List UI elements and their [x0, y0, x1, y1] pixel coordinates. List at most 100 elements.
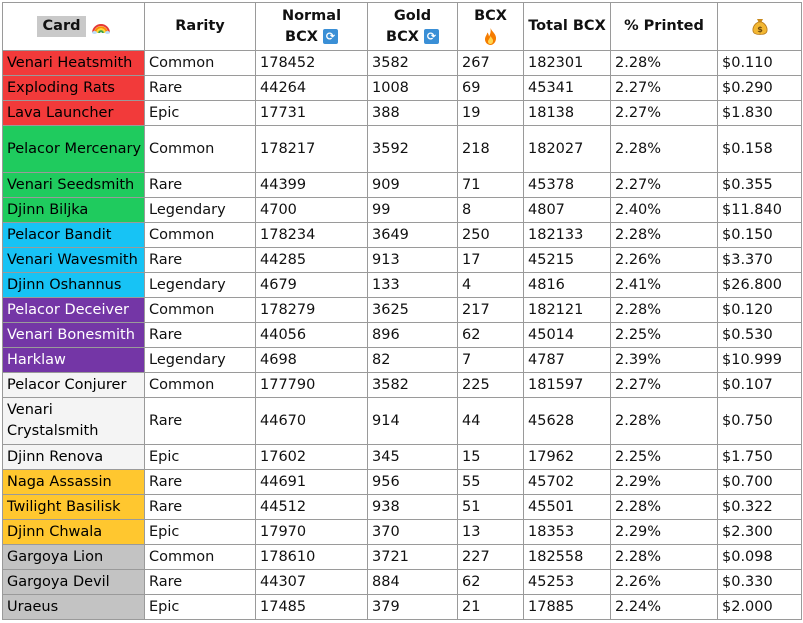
cell-burned-bcx: 51	[457, 494, 524, 520]
cell-price: $0.530	[717, 322, 802, 348]
cell-normal-bcx: 44056	[255, 322, 368, 348]
cell-burned-bcx: 13	[457, 519, 524, 545]
cell-printed: 2.28%	[610, 544, 718, 570]
table-row: Pelacor Conjurer Common 177790 3582 225 18159…	[2, 372, 802, 398]
cell-total-bcx: 182301	[523, 50, 611, 76]
money-bag-icon: $	[752, 18, 767, 35]
header-card[interactable]: Card	[2, 2, 145, 51]
cell-normal-bcx: 178279	[255, 297, 368, 323]
cell-card: Gargoya Lion	[2, 544, 145, 570]
cell-normal-bcx: 178217	[255, 125, 368, 173]
header-row: Card Rarity Normal BCX ⟳ Gold	[2, 2, 802, 51]
table-row: Lava Launcher Epic 17731 388 19 18138 2.27% $1.…	[2, 100, 802, 126]
header-burned-bcx[interactable]: BCX	[457, 2, 524, 51]
cell-printed: 2.29%	[610, 469, 718, 495]
cell-burned-bcx: 15	[457, 444, 524, 470]
cell-total-bcx: 45215	[523, 247, 611, 273]
cell-price: $0.120	[717, 297, 802, 323]
cell-gold-bcx: 379	[367, 594, 458, 620]
cell-price: $10.999	[717, 347, 802, 373]
cell-rarity: Rare	[144, 247, 256, 273]
cell-card: Pelacor Mercenary	[2, 125, 145, 173]
header-printed[interactable]: % Printed	[610, 2, 718, 51]
cell-burned-bcx: 62	[457, 322, 524, 348]
sync-icon: ⟳	[423, 29, 439, 44]
cell-rarity: Legendary	[144, 272, 256, 298]
cell-price: $0.322	[717, 494, 802, 520]
cell-gold-bcx: 388	[367, 100, 458, 126]
cell-normal-bcx: 178610	[255, 544, 368, 570]
table-row: Djinn Chwala Epic 17970 370 13 18353 2.29% $2.3…	[2, 519, 802, 545]
cell-total-bcx: 45253	[523, 569, 611, 595]
header-gold-line1: Gold	[393, 7, 432, 24]
cell-normal-bcx: 44285	[255, 247, 368, 273]
cell-burned-bcx: 225	[457, 372, 524, 398]
table-row: Djinn Renova Epic 17602 345 15 17962 2.25% $1.7…	[2, 444, 802, 470]
header-gold-bcx[interactable]: Gold BCX ⟳	[367, 2, 458, 51]
cell-total-bcx: 4807	[523, 197, 611, 223]
cell-gold-bcx: 3582	[367, 372, 458, 398]
cell-burned-bcx: 267	[457, 50, 524, 76]
cell-card: Harklaw	[2, 347, 145, 373]
cell-normal-bcx: 4700	[255, 197, 368, 223]
cell-printed: 2.28%	[610, 222, 718, 248]
cell-burned-bcx: 227	[457, 544, 524, 570]
sync-icon: ⟳	[322, 29, 338, 44]
cell-burned-bcx: 217	[457, 297, 524, 323]
cell-rarity: Rare	[144, 397, 256, 445]
cell-burned-bcx: 44	[457, 397, 524, 445]
header-total-bcx[interactable]: Total BCX	[523, 2, 611, 51]
cell-burned-bcx: 17	[457, 247, 524, 273]
cell-printed: 2.24%	[610, 594, 718, 620]
cell-card: Uraeus	[2, 594, 145, 620]
cell-burned-bcx: 8	[457, 197, 524, 223]
cell-card: Twilight Basilisk	[2, 494, 145, 520]
cell-rarity: Common	[144, 50, 256, 76]
cell-total-bcx: 17962	[523, 444, 611, 470]
header-price[interactable]: $	[717, 2, 802, 51]
table-row: Venari Bonesmith Rare 44056 896 62 45014 2.25%…	[2, 322, 802, 348]
cell-gold-bcx: 82	[367, 347, 458, 373]
cell-total-bcx: 45702	[523, 469, 611, 495]
cell-burned-bcx: 21	[457, 594, 524, 620]
header-normal-bcx[interactable]: Normal BCX ⟳	[255, 2, 368, 51]
cell-burned-bcx: 69	[457, 75, 524, 101]
cell-total-bcx: 45014	[523, 322, 611, 348]
cell-total-bcx: 45501	[523, 494, 611, 520]
header-normal-line1: Normal	[281, 7, 342, 24]
cell-card: Venari Crystalsmith	[2, 397, 145, 445]
cell-card: Djinn Biljka	[2, 197, 145, 223]
table-row: Uraeus Epic 17485 379 21 17885 2.24% $2.000	[2, 594, 802, 620]
table-row: Gargoya Devil Rare 44307 884 62 45253 2.26% $0.…	[2, 569, 802, 595]
table-row: Venari Heatsmith Common 178452 3582 267 18230…	[2, 50, 802, 76]
cell-rarity: Legendary	[144, 197, 256, 223]
cell-card: Venari Bonesmith	[2, 322, 145, 348]
cell-price: $1.830	[717, 100, 802, 126]
cell-card: Venari Seedsmith	[2, 172, 145, 198]
cell-card: Djinn Oshannus	[2, 272, 145, 298]
cell-normal-bcx: 17970	[255, 519, 368, 545]
cell-printed: 2.41%	[610, 272, 718, 298]
cell-normal-bcx: 44670	[255, 397, 368, 445]
cell-total-bcx: 45378	[523, 172, 611, 198]
cell-gold-bcx: 370	[367, 519, 458, 545]
cell-price: $0.330	[717, 569, 802, 595]
cell-total-bcx: 18353	[523, 519, 611, 545]
cell-price: $0.700	[717, 469, 802, 495]
header-rarity[interactable]: Rarity	[144, 2, 256, 51]
cell-gold-bcx: 3582	[367, 50, 458, 76]
svg-text:$: $	[757, 25, 763, 34]
cell-price: $0.098	[717, 544, 802, 570]
cell-burned-bcx: 62	[457, 569, 524, 595]
cell-card: Pelacor Conjurer	[2, 372, 145, 398]
cell-burned-bcx: 4	[457, 272, 524, 298]
cell-burned-bcx: 250	[457, 222, 524, 248]
cell-normal-bcx: 44512	[255, 494, 368, 520]
cell-gold-bcx: 133	[367, 272, 458, 298]
cell-printed: 2.27%	[610, 100, 718, 126]
cell-rarity: Common	[144, 125, 256, 173]
cell-burned-bcx: 19	[457, 100, 524, 126]
cell-card: Pelacor Bandit	[2, 222, 145, 248]
table-row: Exploding Rats Rare 44264 1008 69 45341 2.27% $…	[2, 75, 802, 101]
